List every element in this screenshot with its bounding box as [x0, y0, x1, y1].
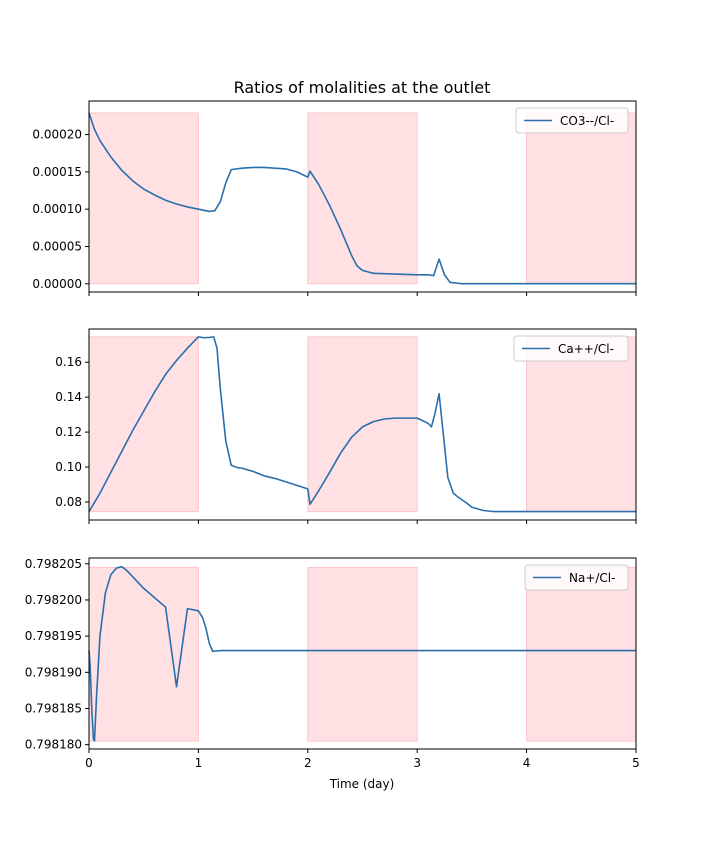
series-line-0	[88, 565, 636, 742]
x-tick-label: 1	[195, 756, 203, 770]
shaded-interval-0	[88, 336, 199, 513]
axes-frame	[88, 100, 637, 293]
x-tick-label: 0	[85, 756, 93, 770]
y-tick-label: 0.14	[55, 390, 82, 404]
shaded-interval-2	[526, 336, 637, 513]
shaded-interval-1	[307, 566, 418, 742]
y-tick-label: 0.08	[55, 495, 82, 509]
y-tick-label: 0.798200	[25, 593, 82, 607]
panel-ca-cl: 0.08 0.10 0.12 0.14 0.16 Ca++/Cl-	[55, 328, 637, 524]
y-tick-label: 0.798190	[25, 665, 82, 679]
x-tick-label: 3	[413, 756, 421, 770]
legend-label: CO3--/Cl-	[560, 114, 614, 128]
x-tick-label: 4	[523, 756, 531, 770]
legend-label: Ca++/Cl-	[558, 342, 614, 356]
x-tick-label: 2	[304, 756, 312, 770]
x-tick-label: 5	[632, 756, 640, 770]
series-line-0	[88, 112, 636, 285]
y-tick-label: 0.00020	[32, 128, 82, 142]
axes-frame	[88, 328, 637, 521]
y-tick-label: 0.798195	[25, 629, 82, 643]
shaded-interval-1	[307, 112, 418, 285]
y-tick-label: 0.798185	[25, 701, 82, 715]
y-tick-label: 0.00015	[32, 165, 82, 179]
panel-co3-cl: 0.00000 0.00005 0.00010 0.00015 0.00020 CO3--…	[32, 100, 637, 296]
shaded-interval-2	[526, 566, 637, 742]
x-axis-label: Time (day)	[329, 777, 395, 791]
y-tick-label: 0.10	[55, 460, 82, 474]
y-tick-label: 0.00010	[32, 202, 82, 216]
shaded-interval-1	[307, 336, 418, 513]
y-tick-label: 0.798205	[25, 557, 82, 571]
y-tick-label: 0.798180	[25, 738, 82, 752]
shaded-interval-2	[526, 112, 637, 285]
chart-title: Ratios of molalities at the outlet	[234, 78, 491, 97]
y-tick-label: 0.12	[55, 425, 82, 439]
y-tick-label: 0.00000	[32, 277, 82, 291]
y-tick-label: 0.16	[55, 355, 82, 369]
legend-box	[513, 335, 629, 362]
series-line-0	[88, 336, 636, 513]
shaded-interval-0	[88, 112, 199, 285]
y-tick-label: 0.00005	[32, 239, 82, 253]
legend-label: Na+/Cl-	[569, 571, 615, 585]
panel-na-cl: 0.798180 0.798185 0.798190 0.798195 0.798200…	[25, 557, 640, 770]
legend-box	[515, 107, 629, 134]
legend-box	[524, 564, 629, 591]
axes-frame	[88, 557, 637, 750]
